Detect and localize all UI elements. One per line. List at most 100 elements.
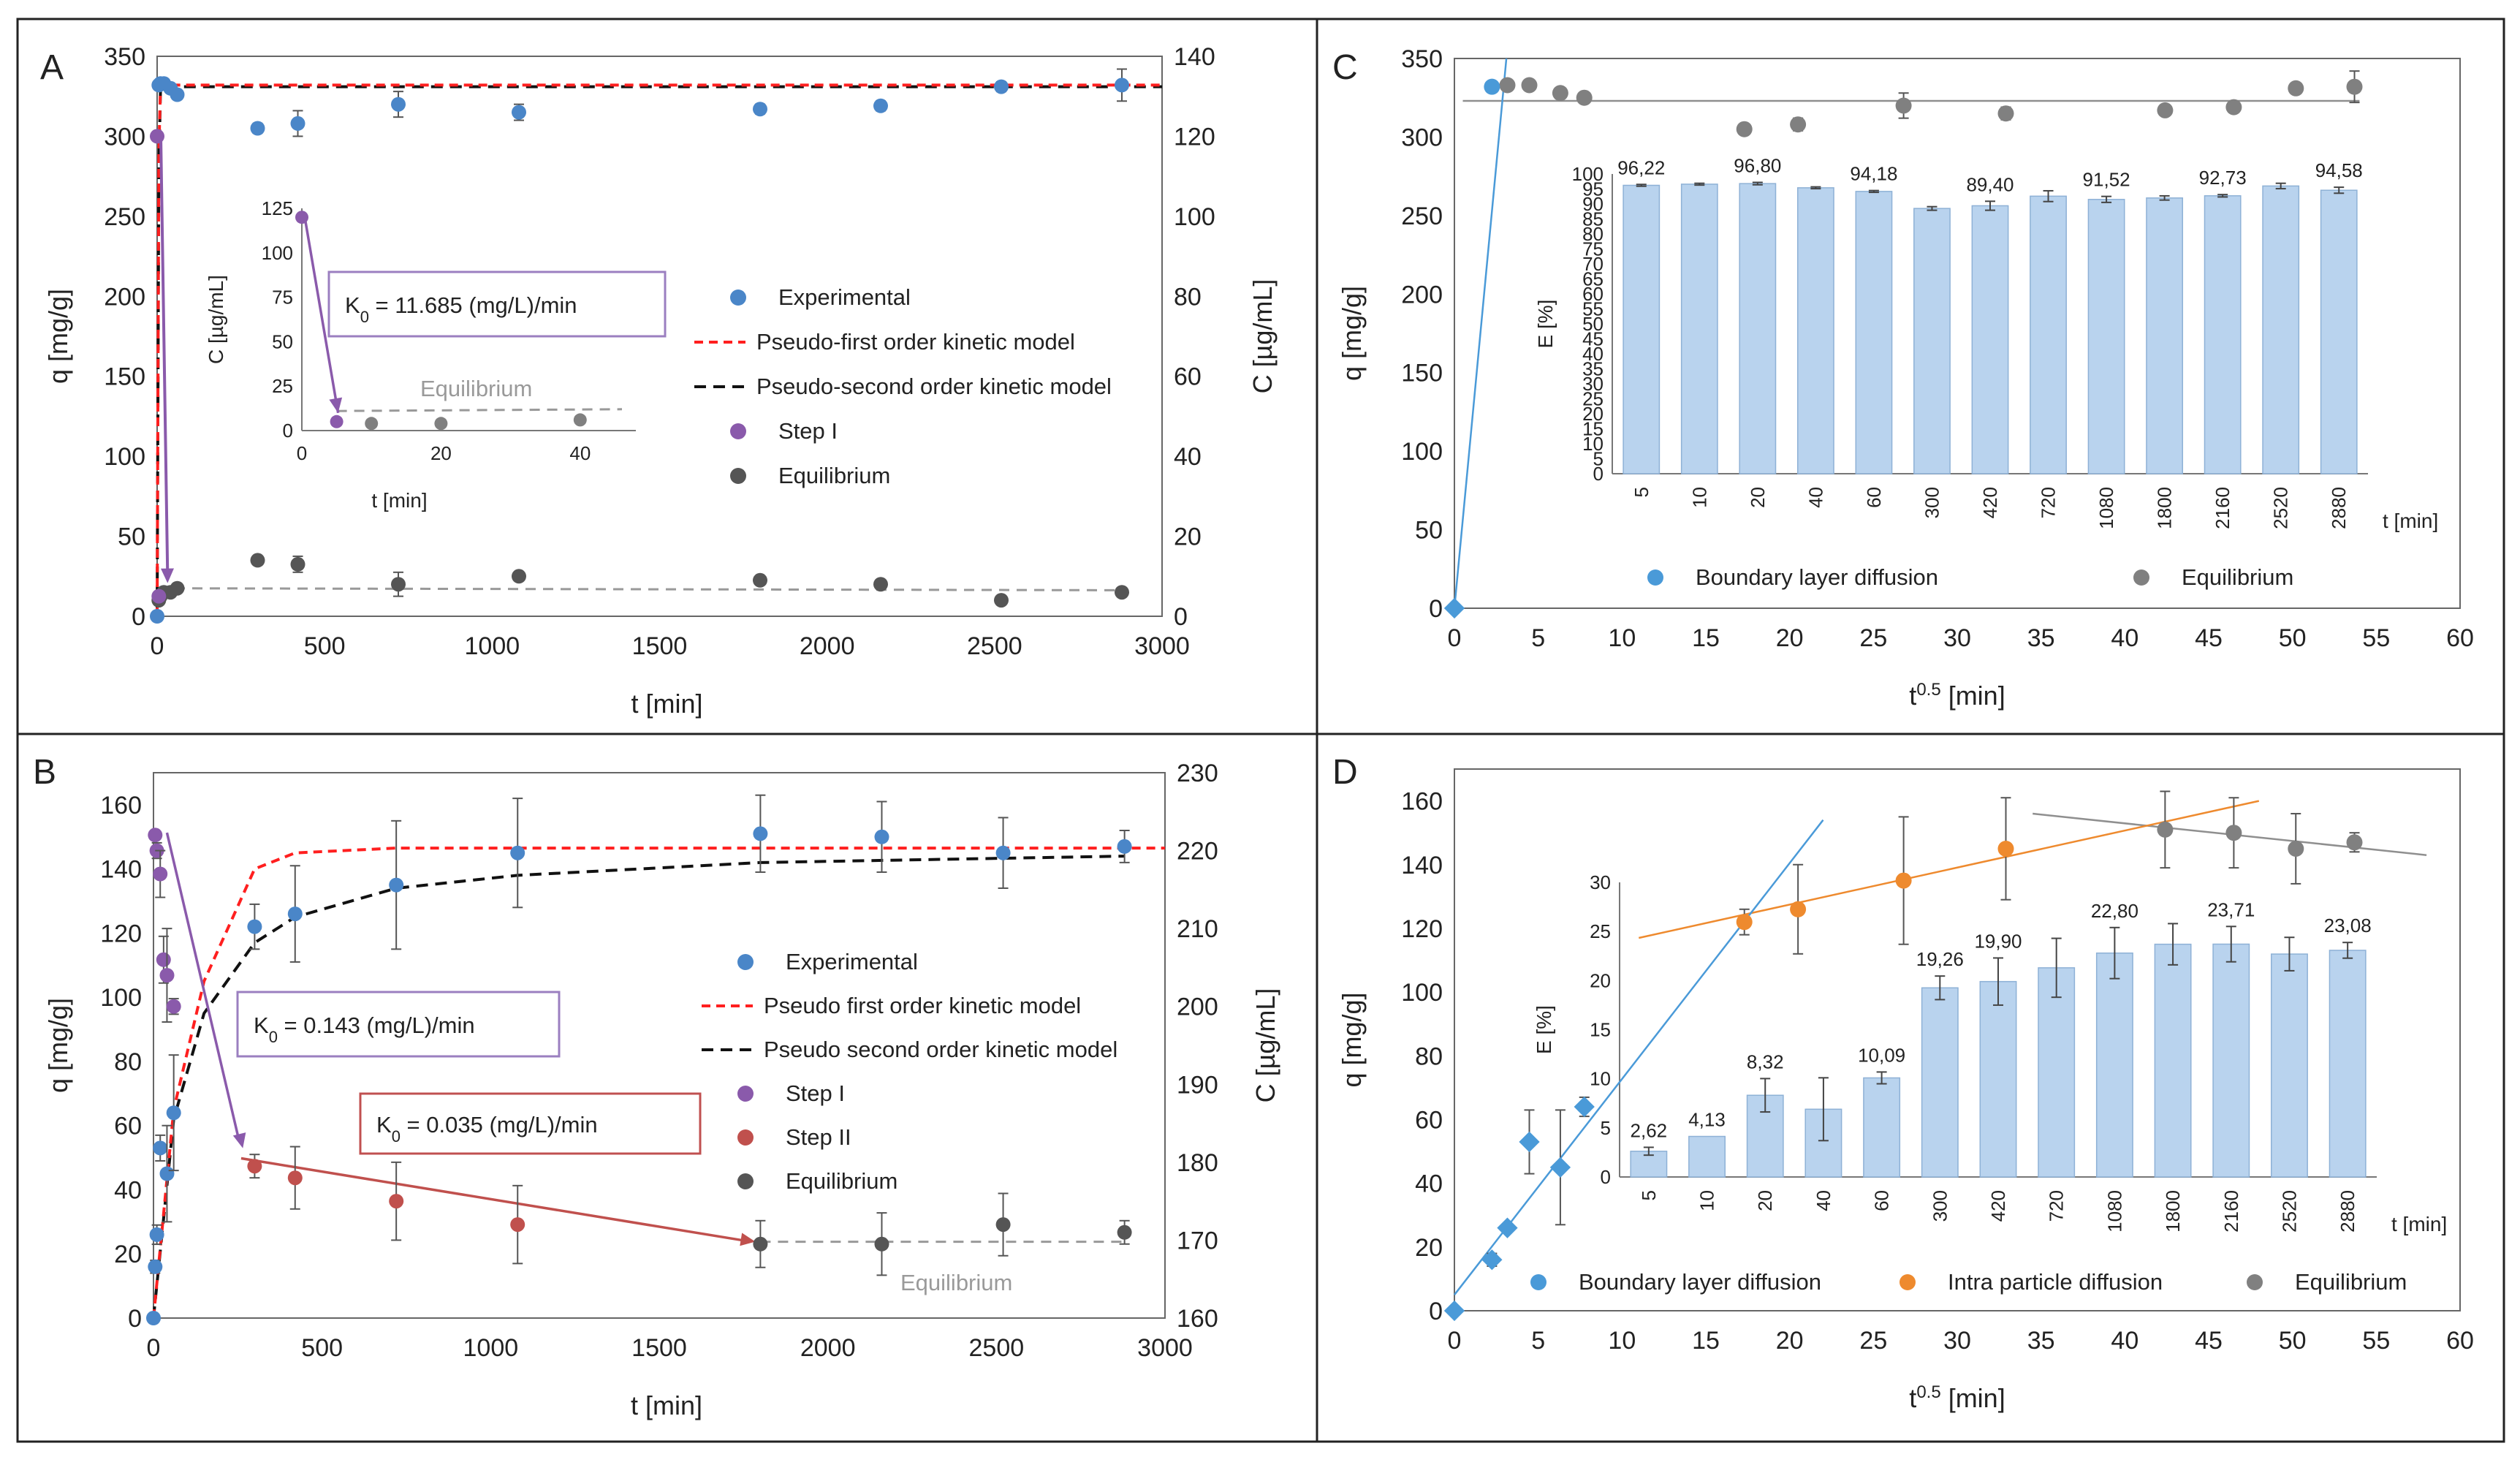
- legend-step-ii-marker: [737, 1129, 754, 1146]
- x-tick-label-1: 500: [301, 1334, 343, 1362]
- legend-step-i-marker: [737, 1086, 754, 1102]
- bar-720: [2030, 195, 2067, 474]
- intra-particle-point-0: [1736, 914, 1753, 931]
- experimental-point-4: [159, 1166, 175, 1181]
- bar-2520: [2262, 185, 2300, 474]
- inset-x-tick-label-10: 10: [1688, 487, 1710, 508]
- y2-tick-label-4: 80: [1174, 283, 1202, 311]
- x-axis-title-sup: 0.5: [1916, 1382, 1940, 1402]
- equilibrium-point-2: [2288, 841, 2304, 857]
- y2-tick-label-3: 60: [1174, 363, 1202, 391]
- inset-y-tick-label-3: 15: [1590, 1019, 1611, 1041]
- boundary-layer-point-1: [1484, 78, 1500, 95]
- inset-equilibrium-label: Equilibrium: [420, 376, 532, 401]
- inset-x-tick-label-1080: 1080: [2095, 487, 2117, 529]
- y2-tick-label-3: 190: [1177, 1071, 1218, 1099]
- y-tick-label-6: 120: [100, 920, 142, 947]
- x-tick-label-9: 45: [2195, 1327, 2223, 1355]
- bar-label-2880: 94,58: [2315, 159, 2363, 181]
- experimental-point-7: [287, 906, 303, 922]
- x-tick-label-11: 55: [2362, 1327, 2390, 1355]
- step-i-point-0: [150, 129, 164, 144]
- experimental-point-1: [148, 1259, 163, 1274]
- step-ii-point-2: [389, 1194, 404, 1209]
- bar-2160: [2212, 943, 2250, 1178]
- inset-y-tick-label-15: 75: [1582, 238, 1604, 260]
- k0-label-step-i: K0 = 0.143 (mg/L)/min: [254, 1012, 475, 1046]
- k0-label-step-ii-value: = 0.035 (mg/L)/min: [401, 1112, 598, 1137]
- inset-step-i-arrowhead: [329, 397, 343, 413]
- x-tick-label-5: 25: [1859, 624, 1887, 652]
- y-tick-label-7: 140: [100, 856, 142, 884]
- y-axis-title: q [mg/g]: [1337, 992, 1367, 1087]
- bar-label-10: 4,13: [1688, 1109, 1726, 1131]
- legend-boundary-layer-marker: [1530, 1274, 1546, 1290]
- inset-x-tick-label-5: 5: [1638, 1190, 1660, 1200]
- step-i-arrowhead: [160, 568, 174, 583]
- x-tick-label-7: 35: [2027, 1327, 2055, 1355]
- inset-bar-chart: 0 5 10 15 20 25 30 E [%] t [min] 2,62 5 4,13 10 8,32 2…: [1533, 871, 2447, 1235]
- y2-axis-title: C [µg/mL]: [1248, 279, 1278, 394]
- inset-y-tick-label-14: 70: [1582, 253, 1604, 275]
- inset-x-tick-label-1800: 1800: [2162, 1190, 2184, 1233]
- y2-tick-label-1: 170: [1177, 1227, 1218, 1254]
- x-tick-label-1: 5: [1531, 1327, 1545, 1355]
- pseudo-first-order-line: [152, 847, 1165, 1319]
- legend-pfo: Pseudo first order kinetic model: [764, 993, 1081, 1018]
- inset-step-i-point-0: [295, 211, 308, 224]
- x-tick-label-6: 3000: [1134, 632, 1190, 660]
- equilibrium-point-0: [753, 1236, 768, 1252]
- panel-d-frame: [1316, 732, 2505, 1443]
- plot-area: [153, 772, 1166, 1319]
- boundary-layer-point-0: [1443, 1300, 1465, 1322]
- k0-label-step-ii-sub: 0: [392, 1127, 401, 1146]
- x-tick-label-8: 40: [2111, 1327, 2138, 1355]
- experimental-point-12: [995, 845, 1011, 860]
- inset-y-tick-label-19: 95: [1582, 178, 1604, 200]
- inset-x-tick-label-720: 720: [2038, 487, 2060, 518]
- equilibrium-point-3: [1117, 1224, 1132, 1240]
- equilibrium-point-9: [2225, 99, 2242, 116]
- y2-tick-label-4: 200: [1177, 993, 1218, 1021]
- x-tick-label-3: 1500: [632, 632, 688, 660]
- k0-label-step-i-value: = 0.143 (mg/L)/min: [278, 1012, 475, 1038]
- y-tick-label-4: 200: [104, 283, 145, 311]
- y2-tick-label-5: 100: [1174, 203, 1215, 231]
- equilibrium-point-8: [2157, 102, 2174, 118]
- bar-2880: [2320, 189, 2358, 474]
- x-tick-label-12: 60: [2446, 624, 2474, 652]
- inset-equilibrium-line: [336, 408, 623, 412]
- inset-y-tick-label-2: 10: [1590, 1068, 1611, 1090]
- x-tick-label-6: 30: [1943, 1327, 1971, 1355]
- x-tick-label-11: 55: [2362, 624, 2390, 652]
- boundary-layer-point-4: [1549, 1157, 1571, 1178]
- step-i-point-0: [148, 828, 163, 843]
- inset-x-tick-label-2880: 2880: [2337, 1190, 2358, 1233]
- y-tick-label-7: 350: [1401, 45, 1443, 73]
- bar-label-5: 2,62: [1631, 1119, 1668, 1141]
- equilibrium-point-8: [512, 569, 526, 584]
- boundary-layer-point-3: [1519, 1131, 1540, 1153]
- y-axis-title: q [mg/g]: [43, 998, 73, 1093]
- inset-x-tick-label-40: 40: [1813, 1190, 1834, 1211]
- y-axis-title: q [mg/g]: [1337, 286, 1367, 381]
- y-tick-label-5: 100: [100, 984, 142, 1012]
- inset-y-tick-label-1: 25: [272, 375, 293, 397]
- equilibrium-point-2: [995, 1217, 1011, 1233]
- inset-y-tick-label-1: 5: [1601, 1117, 1611, 1139]
- inset-x-tick-label-420: 420: [1979, 487, 2001, 518]
- experimental-point-6: [250, 121, 265, 136]
- bar-label-20: 8,32: [1747, 1051, 1784, 1072]
- x-axis-title-unit: [min]: [1941, 1383, 2005, 1413]
- y-tick-label-4: 200: [1401, 281, 1443, 308]
- x-tick-label-4: 2000: [800, 632, 855, 660]
- inset-y-tick-label-0: 0: [283, 420, 293, 442]
- y-tick-label-3: 60: [1415, 1106, 1443, 1134]
- equilibrium-point-2: [1552, 85, 1568, 102]
- legend-pso: Pseudo second order kinetic model: [764, 1037, 1117, 1062]
- legend-intra-particle: Intra particle diffusion: [1948, 1269, 2163, 1295]
- intra-particle-line: [1639, 800, 2260, 939]
- legend-boundary-layer-marker: [1647, 569, 1663, 586]
- x-tick-label-3: 1500: [631, 1334, 687, 1362]
- pseudo-second-order-line: [152, 855, 1125, 1319]
